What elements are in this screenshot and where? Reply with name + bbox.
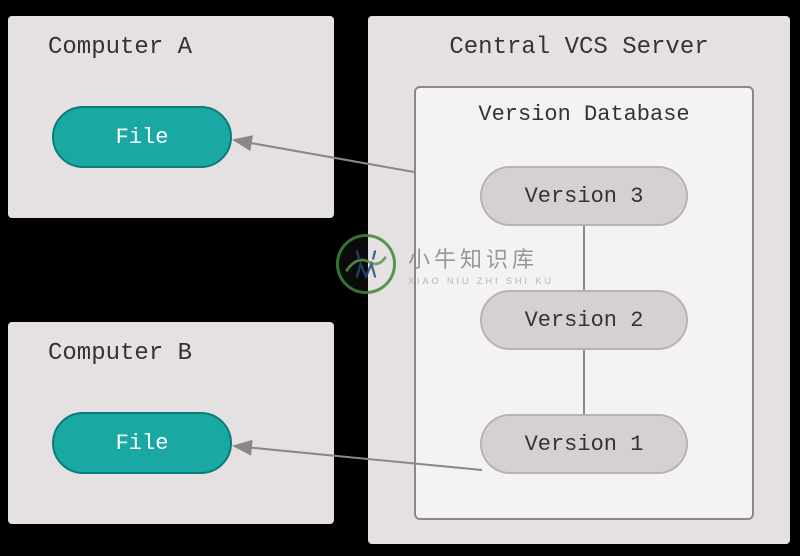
- node-file-a-label: File: [116, 125, 169, 150]
- node-file-b: File: [52, 412, 232, 474]
- node-version-2: Version 2: [480, 290, 688, 350]
- node-version-2-label: Version 2: [525, 308, 644, 333]
- panel-title-computer-b: Computer B: [8, 322, 334, 377]
- node-file-b-label: File: [116, 431, 169, 456]
- node-version-1-label: Version 1: [525, 432, 644, 457]
- panel-title-computer-a: Computer A: [8, 16, 334, 71]
- node-version-3: Version 3: [480, 166, 688, 226]
- version-database-title: Version Database: [416, 88, 752, 135]
- node-version-1: Version 1: [480, 414, 688, 474]
- panel-title-server: Central VCS Server: [368, 16, 790, 71]
- node-version-3-label: Version 3: [525, 184, 644, 209]
- node-file-a: File: [52, 106, 232, 168]
